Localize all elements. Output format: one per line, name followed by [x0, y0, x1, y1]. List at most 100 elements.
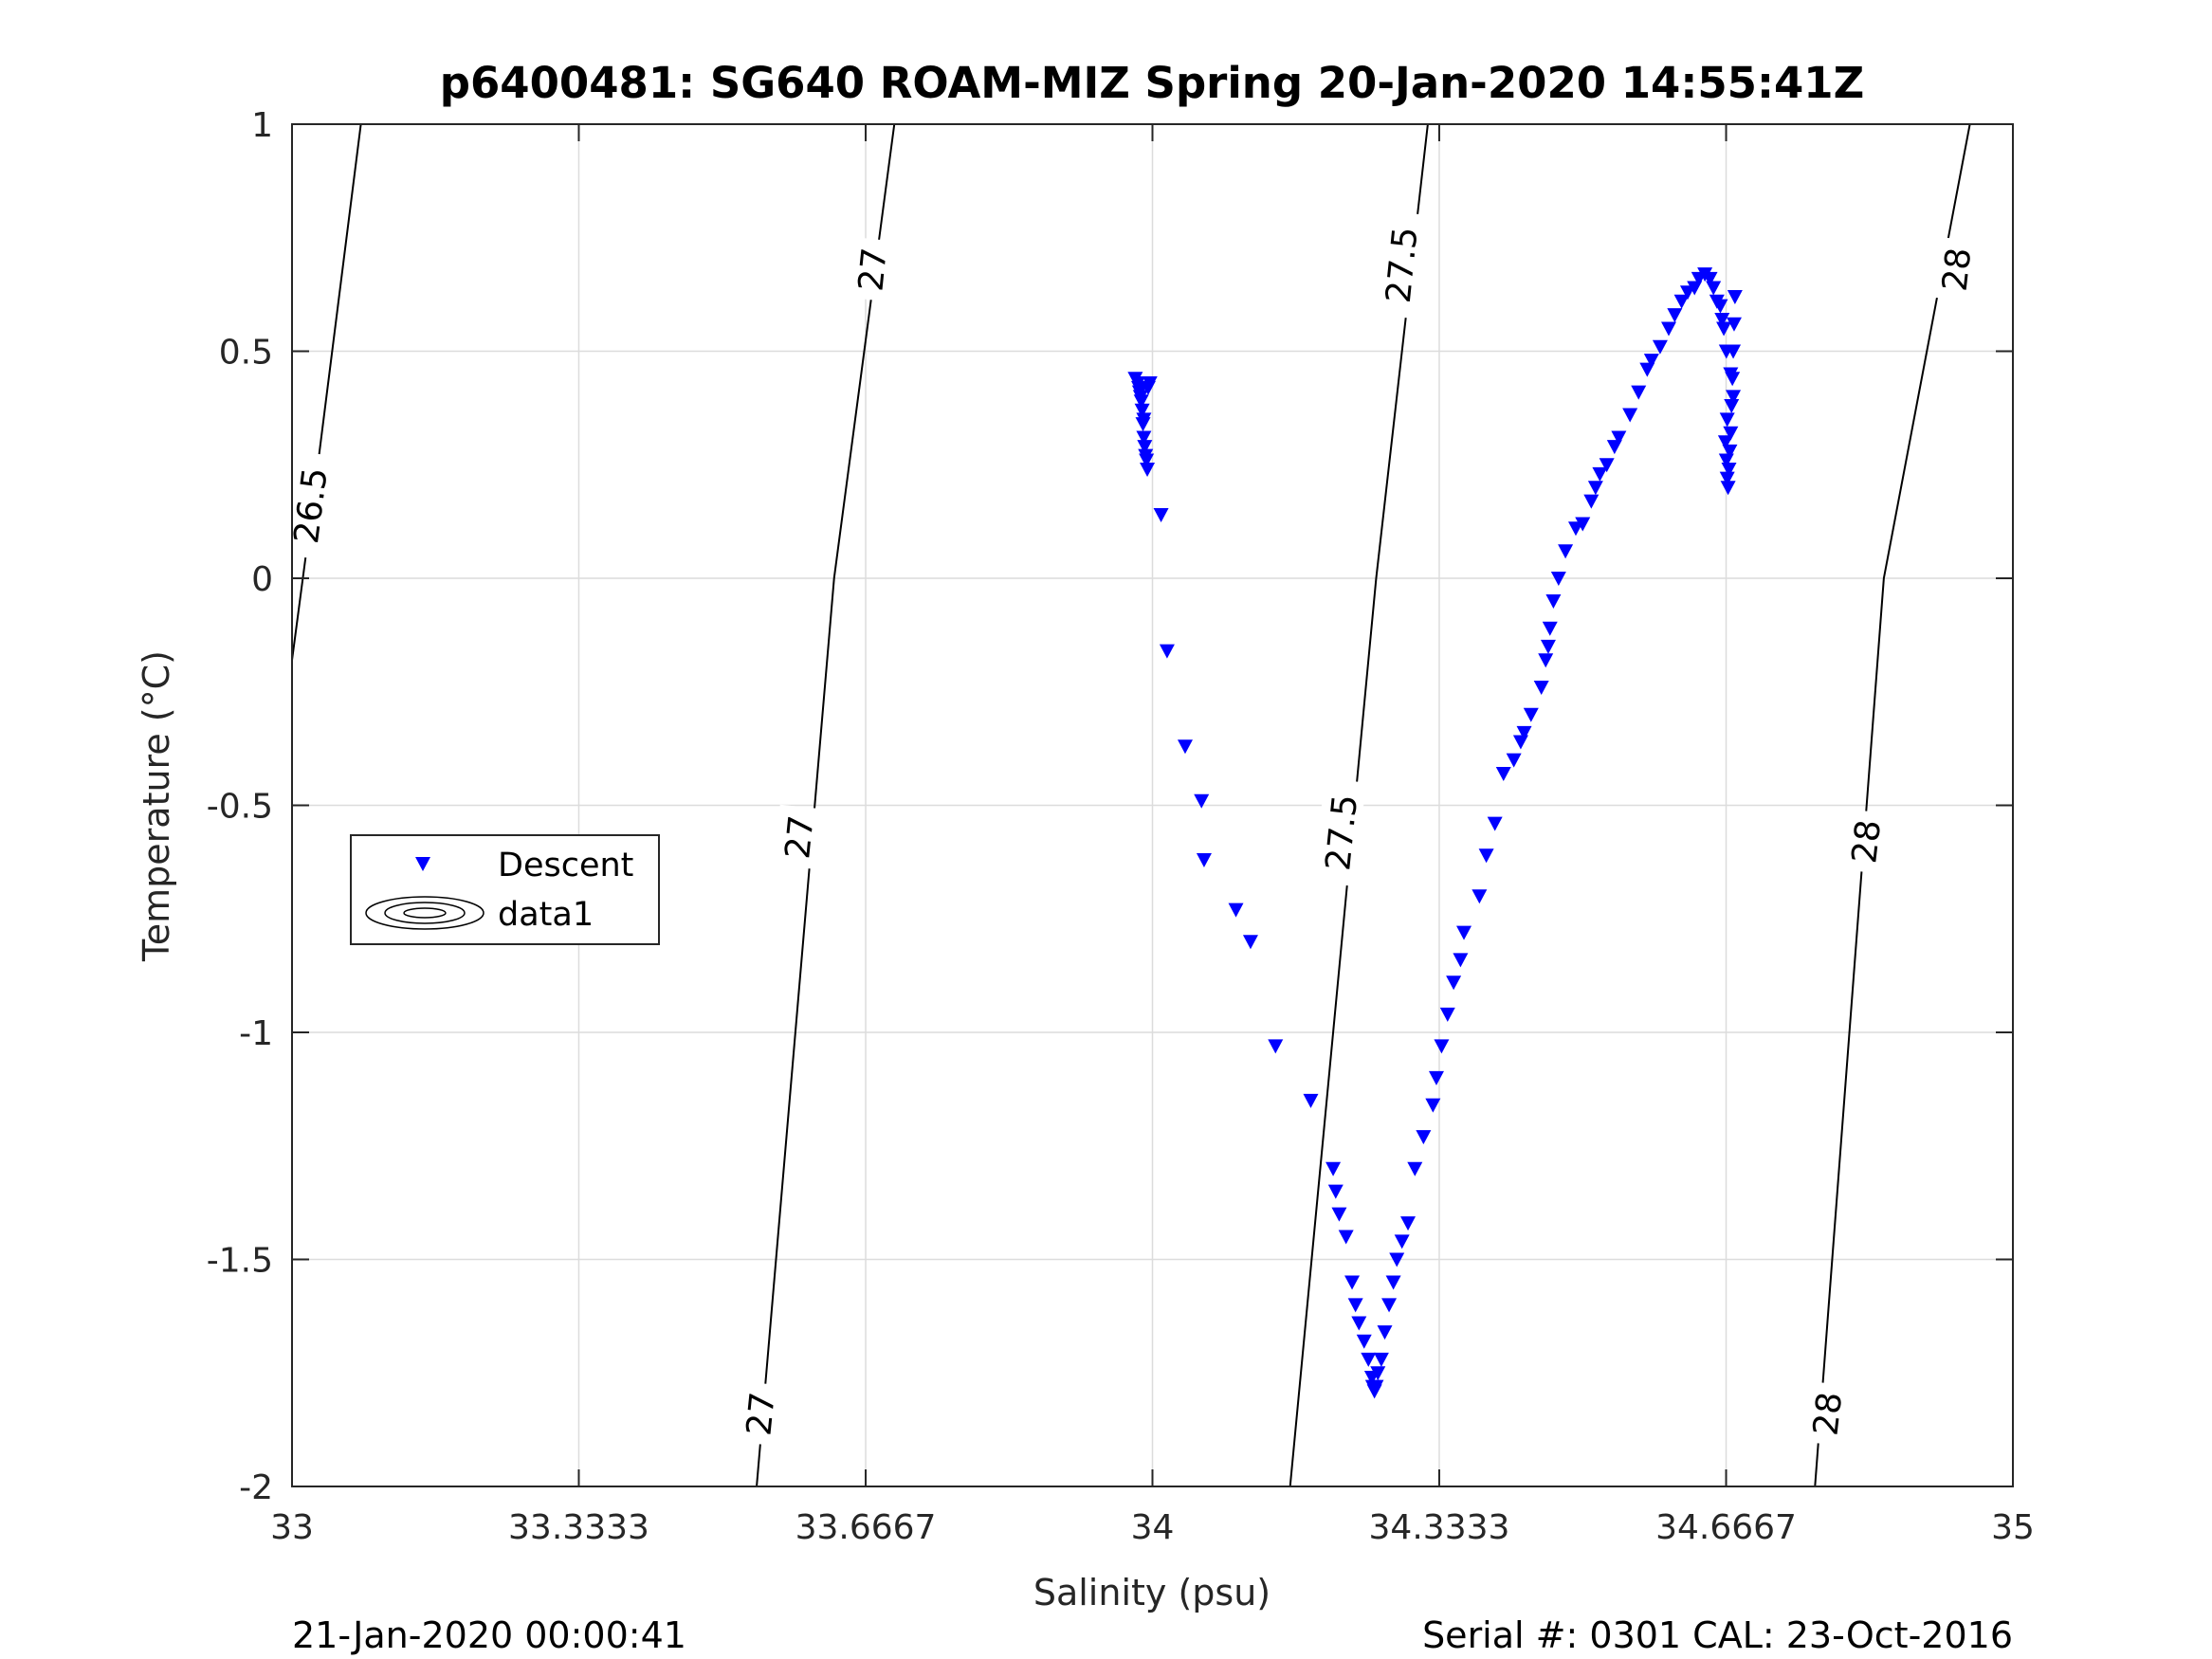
- descent-point: [1702, 271, 1718, 286]
- descent-point: [1727, 290, 1743, 305]
- x-tick-label: 35: [1991, 1508, 2035, 1547]
- descent-point: [1719, 412, 1735, 428]
- contour-label-bg: [1313, 778, 1366, 886]
- contour-label: 28: [1845, 818, 1889, 866]
- x-axis-label: Salinity (psu): [1033, 1572, 1271, 1613]
- descent-point: [1327, 1184, 1344, 1199]
- descent-markers: [1127, 267, 1743, 1399]
- descent-point: [1472, 889, 1488, 904]
- y-tick-label: 0.5: [219, 334, 273, 373]
- contour-label: 27: [778, 813, 821, 861]
- y-tick-label: -0.5: [207, 788, 273, 827]
- descent-point: [1611, 430, 1627, 446]
- descent-point: [1325, 1161, 1342, 1176]
- descent-point: [1135, 417, 1151, 432]
- footer-serial-cal: Serial #: 0301 CAL: 23-Oct-2016: [1422, 1614, 2013, 1656]
- descent-point: [1652, 339, 1668, 355]
- descent-point: [1134, 403, 1150, 418]
- descent-point: [1338, 1230, 1354, 1245]
- x-tick-label: 34: [1131, 1508, 1175, 1547]
- contour-label-bg: [1801, 1380, 1851, 1447]
- descent-point: [1575, 517, 1591, 532]
- descent-point: [1153, 507, 1169, 522]
- descent-point: [1331, 1207, 1347, 1222]
- legend-box: [350, 834, 660, 945]
- descent-point: [1587, 481, 1603, 496]
- descent-point: [1400, 1216, 1417, 1231]
- contour-label: 26.5: [287, 465, 336, 546]
- descent-point: [1377, 1325, 1393, 1340]
- descent-point: [1726, 317, 1742, 332]
- descent-point: [1712, 299, 1728, 314]
- descent-point: [1394, 1234, 1410, 1249]
- descent-point: [1136, 430, 1152, 446]
- descent-point: [1716, 321, 1732, 337]
- contour-label-bg: [847, 237, 895, 302]
- footer-timestamp: 21-Jan-2020 00:00:41: [292, 1614, 686, 1656]
- x-tick-label: 34.3333: [1369, 1508, 1510, 1547]
- legend-entry-descent: Descent: [498, 847, 633, 884]
- y-tick-label: 0: [251, 560, 273, 599]
- descent-point: [1538, 653, 1554, 668]
- descent-point: [1643, 354, 1659, 369]
- descent-point: [1428, 1070, 1444, 1085]
- descent-point: [1453, 953, 1469, 968]
- descent-point: [1368, 1379, 1384, 1395]
- contour-label-bg: [735, 1381, 783, 1447]
- descent-point: [1268, 1039, 1284, 1054]
- descent-point: [1661, 321, 1676, 337]
- descent-point: [1622, 408, 1638, 423]
- legend: Descent data1: [350, 834, 660, 945]
- x-tick-label: 33.6667: [795, 1508, 937, 1547]
- contour-label: 28: [1936, 246, 1980, 293]
- descent-point: [1385, 1275, 1401, 1290]
- descent-point: [1631, 385, 1647, 400]
- axis-ticks: 33 33.3333 33.6667 34 34.3333 34.6667 35 -2 -1.5…: [207, 106, 2035, 1547]
- descent-point: [1542, 621, 1558, 636]
- descent-point: [1439, 1007, 1455, 1022]
- y-tick-label: -2: [239, 1468, 273, 1507]
- descent-point: [1242, 935, 1258, 950]
- descent-point: [1721, 463, 1737, 478]
- descent-point: [1523, 707, 1539, 722]
- contour-label: 27.5: [1380, 226, 1426, 305]
- descent-point: [1558, 544, 1574, 559]
- contour-label-bg: [282, 450, 337, 560]
- chart-title: p6400481: SG640 ROAM-MIZ Spring 20-Jan-2…: [440, 58, 1864, 108]
- descent-point: [1487, 816, 1503, 831]
- descent-point: [1196, 852, 1212, 867]
- descent-point: [1545, 593, 1562, 609]
- y-tick-label: 1: [251, 106, 273, 145]
- descent-point: [1381, 1298, 1398, 1313]
- descent-point: [1446, 975, 1462, 991]
- descent-point: [1516, 725, 1532, 740]
- descent-point: [1726, 390, 1742, 405]
- descent-point: [1139, 453, 1155, 468]
- descent-point: [1356, 1334, 1372, 1349]
- descent-point: [1719, 471, 1735, 486]
- descent-point: [1416, 1130, 1432, 1145]
- descent-point: [1344, 1275, 1361, 1290]
- descent-point: [1407, 1161, 1423, 1176]
- descent-point: [1177, 739, 1193, 755]
- descent-point: [1495, 766, 1511, 781]
- x-tick-label: 34.6667: [1655, 1508, 1797, 1547]
- descent-point: [1583, 494, 1600, 509]
- descent-point: [1725, 372, 1741, 387]
- y-tick-label: -1: [239, 1014, 273, 1053]
- descent-point: [1722, 444, 1738, 459]
- descent-point: [1194, 793, 1210, 809]
- contour-label-bg: [1840, 809, 1890, 874]
- descent-point: [1592, 466, 1608, 482]
- descent-point: [1720, 481, 1736, 496]
- descent-point: [1706, 281, 1722, 296]
- descent-point: [1142, 376, 1158, 392]
- descent-point: [1140, 463, 1156, 478]
- descent-point: [1540, 639, 1556, 654]
- descent-point: [1506, 753, 1522, 768]
- contour-label: 27.5: [1319, 793, 1365, 872]
- legend-descent-marker: [415, 857, 430, 871]
- x-tick-label: 33.3333: [508, 1508, 649, 1547]
- descent-point: [1351, 1316, 1367, 1331]
- descent-point: [1347, 1298, 1363, 1313]
